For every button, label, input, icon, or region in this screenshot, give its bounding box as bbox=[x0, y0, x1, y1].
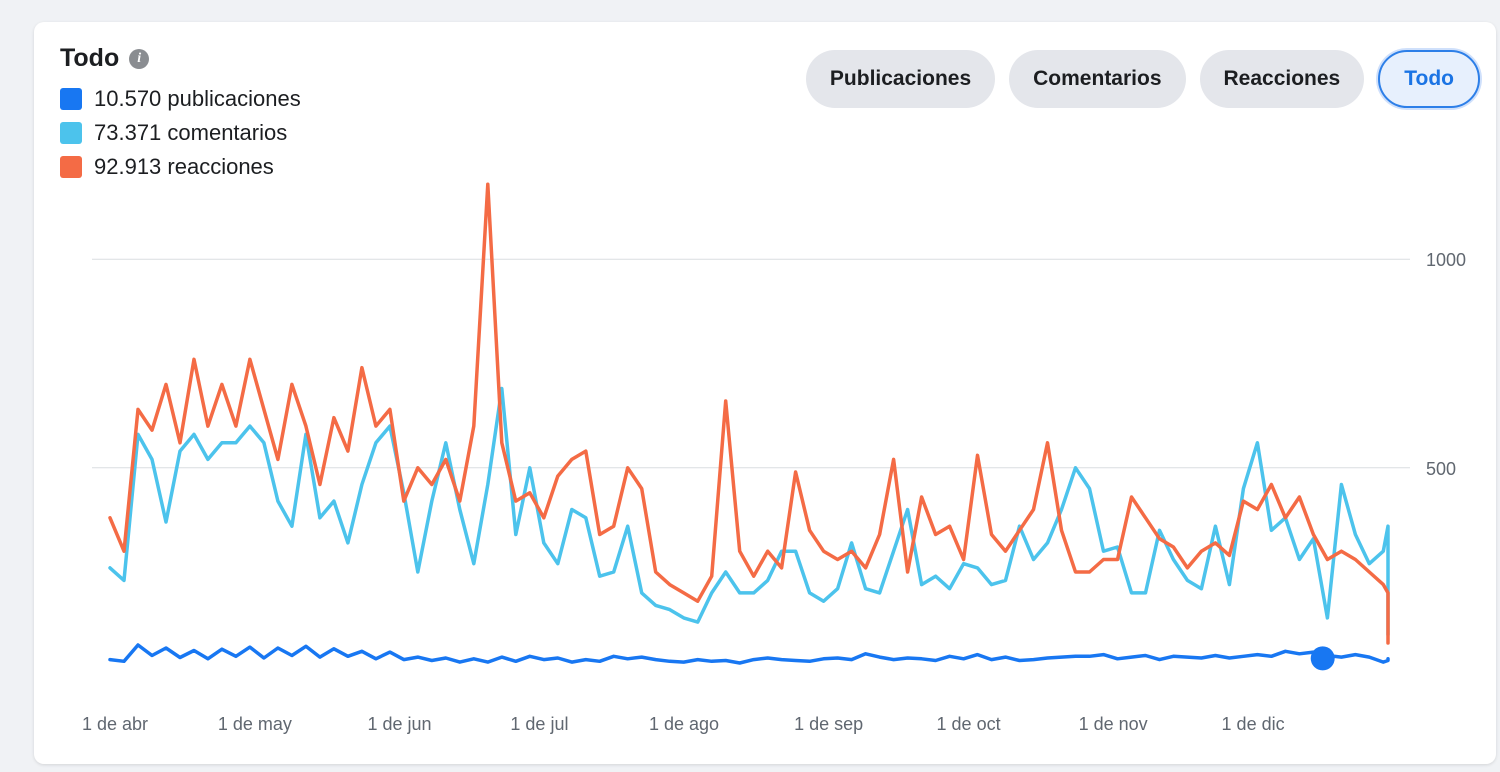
filter-button-comentarios[interactable]: Comentarios bbox=[1009, 50, 1186, 108]
x-tick-label: 1 de abr bbox=[82, 714, 148, 734]
title-row: Todo i bbox=[60, 44, 150, 73]
x-tick-label: 1 de may bbox=[218, 714, 292, 734]
series-line-comentarios bbox=[108, 386, 1390, 637]
x-tick-label: 1 de ago bbox=[649, 714, 719, 734]
x-tick-label: 1 de jul bbox=[510, 714, 568, 734]
filter-button-publicaciones[interactable]: Publicaciones bbox=[805, 50, 996, 108]
legend-item-publicaciones: 10.570 publicaciones bbox=[60, 82, 301, 116]
x-tick-label: 1 de nov bbox=[1079, 714, 1148, 734]
legend-swatch-reacciones bbox=[60, 156, 82, 178]
legend-swatch-publicaciones bbox=[60, 88, 82, 110]
filter-button-todo[interactable]: Todo bbox=[1378, 50, 1480, 108]
x-tick-label: 1 de dic bbox=[1222, 714, 1285, 734]
y-tick-label: 1000 bbox=[1426, 250, 1466, 270]
legend-label-comentarios: 73.371 comentarios bbox=[94, 120, 288, 145]
legend-item-reacciones: 92.913 reacciones bbox=[60, 150, 301, 184]
x-tick-label: 1 de jun bbox=[367, 714, 431, 734]
legend-label-publicaciones: 10.570 publicaciones bbox=[94, 86, 301, 111]
filter-button-reacciones[interactable]: Reacciones bbox=[1199, 50, 1365, 108]
legend-item-comentarios: 73.371 comentarios bbox=[60, 116, 301, 150]
info-icon[interactable]: i bbox=[129, 48, 150, 69]
legend-swatch-comentarios bbox=[60, 122, 82, 144]
y-tick-label: 500 bbox=[1426, 459, 1456, 479]
highlight-point bbox=[1310, 646, 1335, 671]
series-line-reacciones bbox=[108, 182, 1390, 645]
page-title: Todo bbox=[60, 44, 120, 72]
legend: 10.570 publicaciones 73.371 comentarios … bbox=[60, 82, 301, 184]
series-line-publicaciones bbox=[108, 643, 1390, 665]
x-tick-label: 1 de sep bbox=[794, 714, 863, 734]
legend-label-reacciones: 92.913 reacciones bbox=[94, 154, 274, 179]
filter-buttons: Publicaciones Comentarios Reacciones Tod… bbox=[792, 50, 1480, 108]
insights-card bbox=[34, 22, 1496, 764]
x-tick-label: 1 de oct bbox=[937, 714, 1001, 734]
